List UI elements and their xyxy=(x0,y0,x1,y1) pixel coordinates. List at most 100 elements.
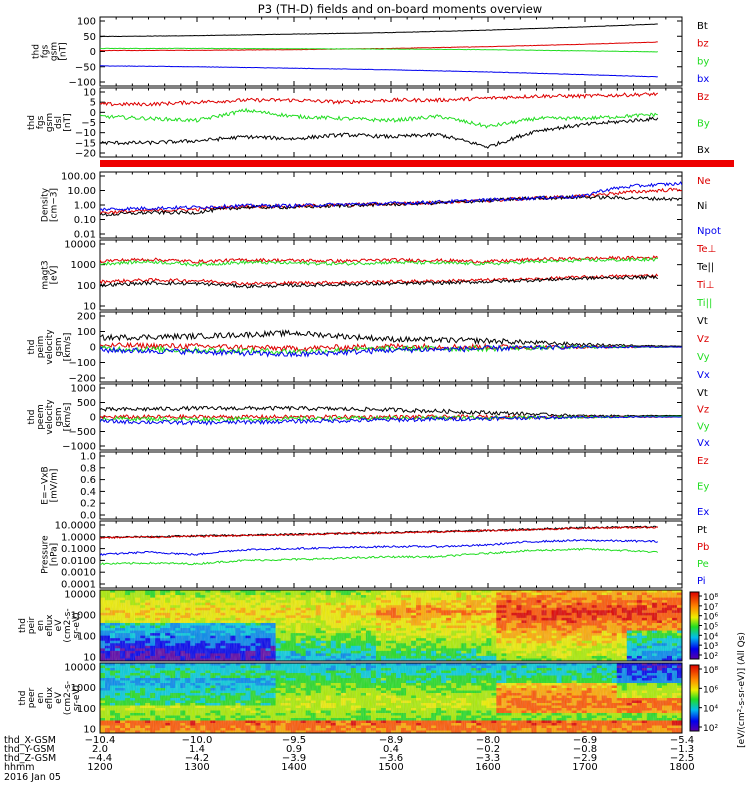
series-fgs-gsm-detail-Bz xyxy=(100,91,659,107)
panel-ytick-label: 10.00 xyxy=(67,186,96,197)
legend-fgs-gsm-detail: By xyxy=(697,119,710,130)
legend-electron-velocity: Vt xyxy=(697,388,708,399)
panel-ylabel-line: E=−VxB xyxy=(41,466,51,504)
series-group-pressure xyxy=(100,525,659,566)
panel-ylabel-line: eV xyxy=(54,619,64,632)
panel-ytick-label: 200 xyxy=(77,312,96,323)
panel-frame xyxy=(99,239,683,311)
panel-ytick-label: −5 xyxy=(81,118,96,129)
panel-ylabel-line: eflux xyxy=(45,686,55,709)
panel-ytick-label: −10 xyxy=(75,128,96,139)
panel-ytick-label: 10000 xyxy=(64,663,96,674)
panel-ytick-label: 1000 xyxy=(71,384,96,395)
panel-efield: E=−VxB [mV/m] 1.00.80.60.40.20.0 Ez Ey Ex xyxy=(41,451,709,522)
series-temperature-Ti|| xyxy=(100,256,658,268)
panel-ylabel-line: fgs xyxy=(36,115,46,129)
panel-ytick-label: −500 xyxy=(69,427,96,438)
legend-fgs-gsm-detail: Bx xyxy=(697,145,710,156)
panel-ylabel-line: gsm xyxy=(50,42,60,61)
panel-ylabel-line: gsm xyxy=(54,337,64,356)
panel-ytick-label: 0.8 xyxy=(80,463,96,474)
legend-temperature: Te|| xyxy=(696,262,714,273)
legend-density: Npot xyxy=(697,226,721,237)
panel-ytick-label: 10 xyxy=(83,88,96,99)
panel-ylabel-line: sr-eV) xyxy=(72,685,82,711)
panel-ytick-label: 0.1000 xyxy=(61,544,96,555)
legend-ion-velocity: Vt xyxy=(697,316,708,327)
series-group-fgs-gsm xyxy=(100,23,658,78)
legend-pressure: Pb xyxy=(697,542,709,553)
legend-efield: Ey xyxy=(697,482,709,493)
panel-ylabel-line: thd xyxy=(27,410,37,425)
panel-ytick-label: −50 xyxy=(75,62,96,73)
panel-ylabel-line: [km/s] xyxy=(63,403,73,432)
panel-ylabel-line: thd xyxy=(27,340,37,355)
legend-temperature: Ti|| xyxy=(696,298,712,309)
panel-ylabel-line: thd xyxy=(18,618,28,633)
series-group-ion-velocity xyxy=(100,328,682,358)
panel-ytick-label: −100 xyxy=(69,78,96,89)
legend-fgs-gsm-detail: Bz xyxy=(697,92,709,103)
series-group-fgs-gsm-detail xyxy=(100,91,659,149)
panel-ytick-label: 1000 xyxy=(71,611,96,622)
panel-ylabel-line: [km/s] xyxy=(63,333,73,362)
legend-density: Ni xyxy=(697,201,707,212)
series-group-electron-velocity xyxy=(100,405,682,426)
legend-efield: Ex xyxy=(697,507,709,518)
panel-ytick-label: 0.0010 xyxy=(61,568,96,579)
legend-ion-velocity: Vz xyxy=(697,334,709,345)
series-fgs-gsm-detail-By xyxy=(100,107,658,129)
panel-fgs-gsm: thd fgs gsm [nT] 100 50 0 −50 −100 Bt bz by bx xyxy=(32,16,709,89)
panel-ytick-label: 10000 xyxy=(64,240,96,251)
series-ion-velocity-Vt xyxy=(100,328,682,347)
panel-ylabel-line: eV xyxy=(54,691,64,704)
panel-ytick-label: 1000 xyxy=(71,260,96,271)
panel-ytick-label: 500 xyxy=(77,398,96,409)
panel-ylabel-line: en xyxy=(36,692,46,703)
series-temperature-Te|| xyxy=(100,274,659,289)
panel-ytick-label: 0.0 xyxy=(80,511,96,522)
legend-pressure: Pt xyxy=(697,525,707,536)
panel-ylabel-line: [cm−3] xyxy=(50,188,60,222)
series-ion-velocity-Vz xyxy=(100,341,682,352)
panel-ylabel-line: velocity xyxy=(45,399,55,435)
panel-ytick-label: 0.0001 xyxy=(61,580,96,591)
panel-ytick-label: 1.00 xyxy=(74,201,96,212)
series-pressure-Pe xyxy=(100,547,659,566)
panel-ylabel-line: thd xyxy=(27,115,37,130)
spectrogram-frame xyxy=(99,589,683,662)
panel-ytick-label: 10000 xyxy=(64,590,96,601)
panel-ytick-label: 1000 xyxy=(71,683,96,694)
series-density-Ni xyxy=(100,194,682,217)
panel-ytick-label: 10 xyxy=(83,653,96,664)
series-fgs-gsm-detail-Bx xyxy=(100,116,659,149)
spectrogram-layer xyxy=(99,589,683,734)
panel-ylabel-line: [nPa] xyxy=(50,543,60,566)
series-electron-velocity-Vt xyxy=(100,405,682,418)
series-pressure-Pi xyxy=(100,539,659,557)
legend-temperature: Te⊥ xyxy=(696,244,716,255)
panel-ylabel-line: Density xyxy=(41,187,51,222)
panel-ytick-label: 0.6 xyxy=(80,475,96,486)
legend-electron-velocity: Vz xyxy=(697,405,709,416)
series-density-Npot xyxy=(100,181,682,212)
panel-ytick-label: 1.0000 xyxy=(61,532,96,543)
panel-density: Density [cm−3]100.00 10.00 1.00 0.10 0.01 Ne Ni… xyxy=(41,171,721,241)
legend-density: Ne xyxy=(697,176,711,187)
panel-ylabel-line: fgs xyxy=(41,44,51,58)
legend-temperature: Ti⊥ xyxy=(696,280,714,291)
panel-ytick-label: 10 xyxy=(83,302,96,313)
panel-ytick-label: 100.00 xyxy=(61,172,96,183)
panel-ylabel-line: thd xyxy=(18,691,28,706)
flag-bar xyxy=(100,160,734,167)
panel-ylabel-line: peer xyxy=(27,687,37,708)
panel-ytick-label: −200 xyxy=(69,374,96,385)
panel-ytick-label: 0 xyxy=(90,343,96,354)
panel-ylabel-line: peim xyxy=(36,336,46,359)
legend-pressure: Pe xyxy=(697,559,709,570)
panel-pressure: Pressure [nPa]10.00001.00000.10000.01000.… xyxy=(41,520,709,591)
series-fgs-gsm-Bt xyxy=(100,23,658,38)
